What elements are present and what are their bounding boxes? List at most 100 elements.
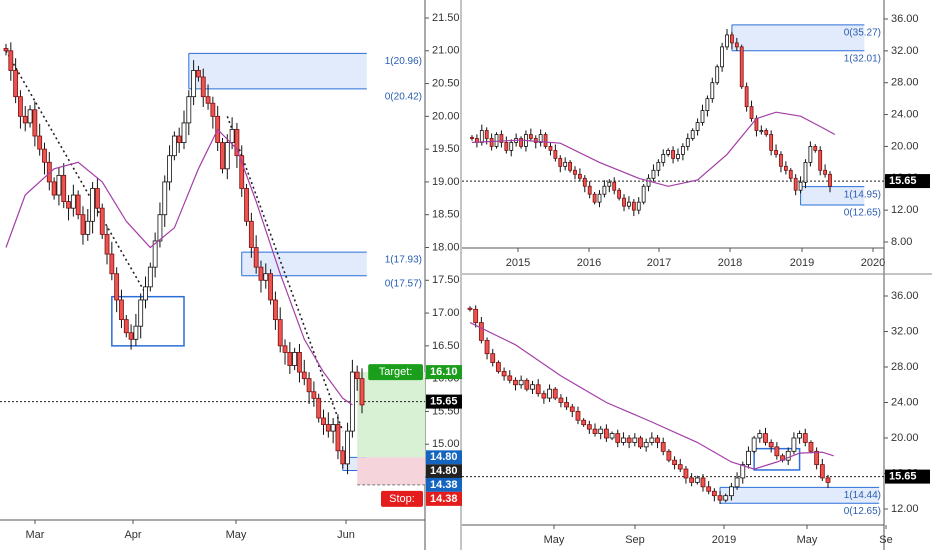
candle-body <box>725 34 729 48</box>
x-tick-label: Apr <box>124 529 141 541</box>
fib-zone <box>720 487 880 504</box>
candle-body <box>774 150 778 155</box>
fib-zone-bottom-label: 0(17.57) <box>385 278 422 289</box>
candle-body <box>808 442 814 452</box>
x-tick-label: 2017 <box>647 257 671 269</box>
candle-body <box>723 495 729 501</box>
candle-body <box>42 148 47 163</box>
fib-zone <box>188 53 367 89</box>
candle-body <box>622 197 626 207</box>
fib-zone-top-label: 1(14.95) <box>844 189 881 200</box>
candle-body <box>683 468 689 479</box>
candle-body <box>582 177 587 187</box>
candle-body <box>541 393 547 399</box>
price-tag-value: 14.38 <box>430 479 458 491</box>
candle-body <box>660 442 666 452</box>
candle-body <box>689 477 695 483</box>
candle-body <box>191 70 197 98</box>
y-tick-label: 17.00 <box>432 307 460 319</box>
candle-body <box>119 299 124 321</box>
y-tick-label: 21.50 <box>432 12 460 24</box>
candle-body <box>287 352 293 366</box>
candle-body <box>152 240 158 268</box>
candle-body <box>734 42 739 48</box>
price-tag-label: Stop: <box>389 493 415 505</box>
moving-average-line <box>471 111 836 187</box>
candle-body <box>710 82 715 100</box>
x-tick-label: Se <box>879 534 892 546</box>
candle-body <box>239 155 245 189</box>
candle-body <box>627 201 631 207</box>
candle-body <box>18 96 23 117</box>
candle-body <box>234 129 240 157</box>
candle-body <box>335 424 341 452</box>
candle-body <box>641 185 646 203</box>
monthly-chart-panel: 36.0032.0028.0024.0020.0016.0012.008.002… <box>462 0 932 275</box>
price-tag-value: 14.38 <box>430 493 458 505</box>
candle-body <box>768 442 774 448</box>
candle-body <box>558 397 564 403</box>
candle-body <box>13 70 19 98</box>
candle-body <box>793 177 798 191</box>
candle-body <box>607 181 612 187</box>
y-tick-label: 15.00 <box>432 438 460 450</box>
candle-body <box>200 76 206 98</box>
candle-body <box>3 48 9 52</box>
price-tag <box>426 450 462 465</box>
y-tick-label: 12.00 <box>891 204 919 216</box>
candle-body <box>577 173 582 179</box>
candle-body <box>138 299 144 327</box>
candle-body <box>494 134 499 147</box>
candle-body <box>739 46 744 88</box>
candle-body <box>354 371 360 380</box>
candle-body <box>292 352 298 366</box>
candle-body <box>224 142 230 170</box>
fib-zone-bottom-label: 0(12.65) <box>844 506 881 517</box>
fib-zone <box>731 24 865 51</box>
candle-body <box>70 194 76 209</box>
candle-body <box>499 134 504 143</box>
candle-body <box>509 142 514 151</box>
candle-body <box>530 384 535 390</box>
candle-body <box>51 181 57 196</box>
candle-body <box>478 322 484 341</box>
candle-body <box>306 378 312 393</box>
price-tag-value: 15.65 <box>889 471 917 483</box>
fib-zone-top-label: 1(17.93) <box>385 255 422 266</box>
candle-body <box>258 266 264 281</box>
candle-body <box>603 428 609 439</box>
y-tick-label: 20.00 <box>891 140 919 152</box>
fib-zone-top-label: 1(20.96) <box>385 56 422 67</box>
candle-body <box>757 433 763 439</box>
moving-average-line <box>5 128 353 406</box>
candle-body <box>602 185 607 195</box>
candle-body <box>598 428 604 434</box>
candle-body <box>563 161 568 167</box>
y-tick-label: 36.00 <box>891 290 919 302</box>
y-tick-label: 28.00 <box>891 361 919 373</box>
trendline <box>226 116 344 432</box>
candle-body <box>90 188 95 222</box>
candle-body <box>301 371 307 380</box>
candle-body <box>569 406 575 412</box>
candle-body <box>744 86 749 108</box>
candle-body <box>75 194 81 216</box>
candle-body <box>656 161 661 171</box>
candle-body <box>496 362 501 372</box>
candle-body <box>695 122 700 131</box>
x-tick-label: 2016 <box>577 257 601 269</box>
fib-zone-top-label: 1(14.44) <box>844 490 881 501</box>
y-tick-label: 17.50 <box>432 274 460 286</box>
monthly-chart: 36.0032.0028.0024.0020.0016.0012.008.002… <box>462 0 932 275</box>
candle-body <box>666 150 671 155</box>
x-tick-label: May <box>797 534 818 546</box>
y-tick-label: 19.50 <box>432 143 460 155</box>
y-tick-label: 28.00 <box>891 77 919 89</box>
candle-body <box>705 98 710 111</box>
price-tag <box>885 469 930 484</box>
candle-body <box>615 433 621 443</box>
candle-body <box>592 193 597 203</box>
candle-body <box>535 384 541 395</box>
candle-body <box>95 188 100 209</box>
candle-body <box>649 437 655 443</box>
